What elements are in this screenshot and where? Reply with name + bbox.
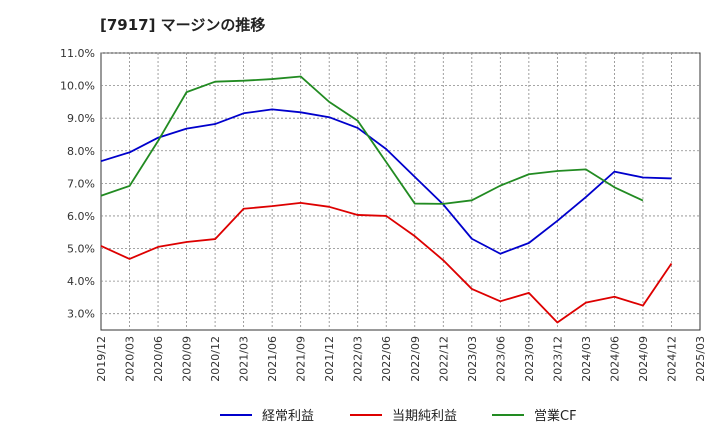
plot-area bbox=[100, 52, 701, 331]
legend-label-0: 経常利益 bbox=[262, 409, 314, 424]
x-tick-label: 2025/03 bbox=[694, 336, 707, 382]
y-tick-label: 5.0% bbox=[67, 243, 95, 256]
x-tick-label: 2024/06 bbox=[608, 336, 621, 382]
x-tick-label: 2020/03 bbox=[124, 336, 137, 382]
x-tick-label: 2021/09 bbox=[295, 336, 308, 382]
series-line-0 bbox=[100, 108, 672, 255]
x-tick-label: 2022/12 bbox=[437, 336, 450, 382]
series-line-2 bbox=[100, 75, 644, 205]
x-tick-label: 2020/06 bbox=[152, 336, 165, 382]
x-tick-label: 2024/03 bbox=[580, 336, 593, 382]
legend-label-2: 営業CF bbox=[534, 408, 577, 424]
y-tick-label: 6.0% bbox=[67, 210, 95, 223]
series-line-1 bbox=[100, 202, 673, 324]
y-tick-label: 8.0% bbox=[67, 145, 95, 158]
chart-title: [7917] マージンの推移 bbox=[100, 16, 266, 34]
y-tick-label: 4.0% bbox=[67, 275, 95, 288]
y-tick-label: 3.0% bbox=[67, 308, 95, 321]
x-tick-label: 2023/06 bbox=[494, 336, 507, 382]
x-tick-label: 2021/03 bbox=[238, 336, 251, 382]
series-lines bbox=[100, 75, 673, 324]
x-tick-label: 2019/12 bbox=[95, 336, 108, 382]
legend: 経常利益 当期純利益 営業CF bbox=[220, 408, 577, 424]
legend-label-1: 当期純利益 bbox=[392, 409, 457, 424]
x-tick-label: 2022/06 bbox=[380, 336, 393, 382]
x-tick-label: 2020/09 bbox=[181, 336, 194, 382]
x-tick-label: 2023/09 bbox=[523, 336, 536, 382]
x-tick-label: 2022/03 bbox=[352, 336, 365, 382]
x-tick-label: 2021/06 bbox=[266, 336, 279, 382]
y-tick-label: 11.0% bbox=[60, 47, 95, 60]
x-tick-label: 2023/03 bbox=[466, 336, 479, 382]
x-tick-label: 2024/09 bbox=[637, 336, 650, 382]
x-tick-label: 2020/12 bbox=[209, 336, 222, 382]
y-tick-label: 10.0% bbox=[60, 80, 95, 93]
x-tick-label: 2024/12 bbox=[665, 336, 678, 382]
x-tick-label: 2022/09 bbox=[409, 336, 422, 382]
y-tick-label: 9.0% bbox=[67, 112, 95, 125]
x-tick-label: 2023/12 bbox=[551, 336, 564, 382]
x-tick-label: 2021/12 bbox=[323, 336, 336, 382]
y-tick-label: 7.0% bbox=[67, 177, 95, 190]
x-axis-ticks: 2019/12 2020/03 2020/06 2020/09 2020/12 2021/… bbox=[95, 336, 707, 382]
y-axis-ticks: 3.0% 4.0% 5.0% 6.0% 7.0% 8.0% 9.0% 10.0% 11.0% bbox=[60, 47, 95, 321]
